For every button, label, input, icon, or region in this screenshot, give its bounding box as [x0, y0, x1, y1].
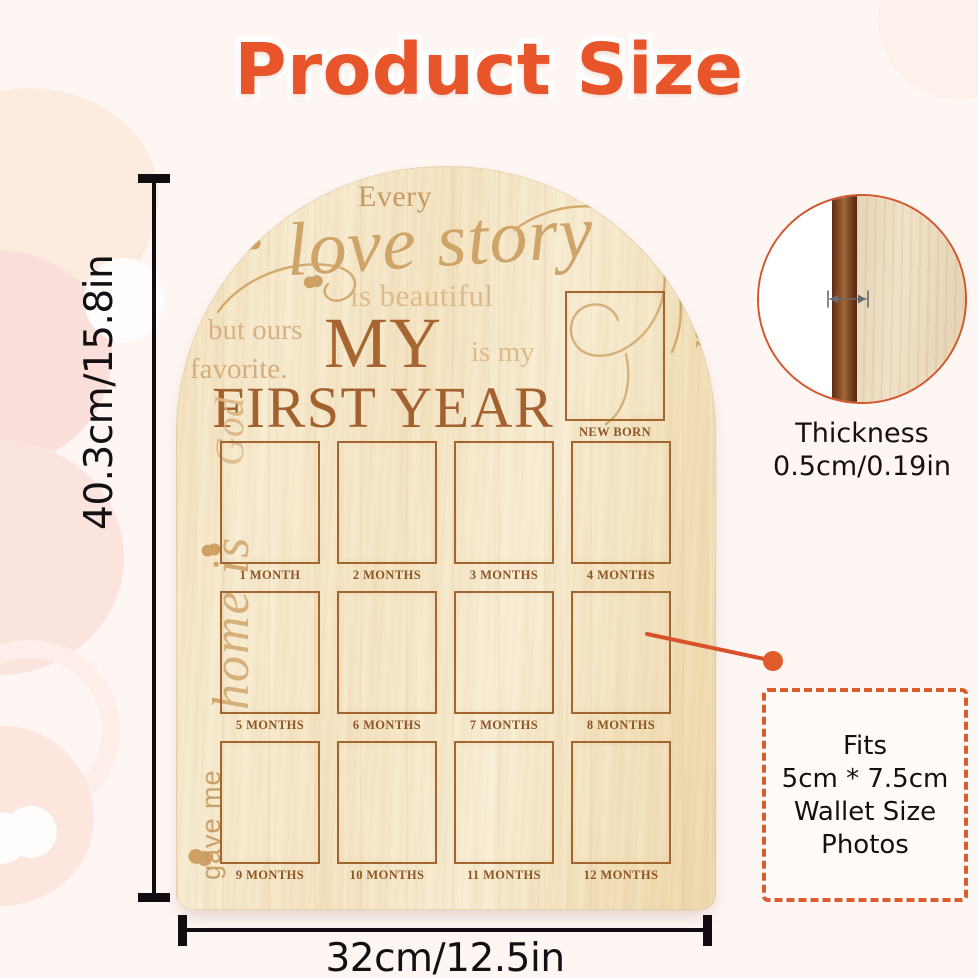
- photo-slot-label: 3 MONTHS: [469, 568, 539, 582]
- photo-slot-label: 2 MONTHS: [352, 568, 422, 582]
- thickness-caption-line-2: 0.5cm/0.19in: [773, 450, 951, 482]
- callout-background-left: [759, 196, 832, 402]
- photo-frame: [571, 741, 671, 864]
- photo-frame: [337, 441, 437, 564]
- photo-frame: [220, 591, 320, 714]
- photo-slot-label: 6 MONTHS: [352, 718, 422, 732]
- photo-slot-month[interactable]: 2 MONTHS: [337, 441, 437, 589]
- callout-leader-line: [645, 632, 783, 671]
- side-script-right: wherever with you: [685, 166, 716, 352]
- headline-my: MY: [324, 303, 443, 383]
- background-blob-white: [84, 258, 164, 342]
- height-dimension-line: [138, 174, 170, 902]
- photo-slot-grid: 1 MONTH 2 MONTHS 3 MONTHS 4 MONTHS 5 MON…: [220, 441, 672, 889]
- thickness-caption-line-1: Thickness: [795, 418, 929, 449]
- fits-note-line-2: 5cm * 7.5cm: [781, 763, 949, 794]
- photo-slot-month[interactable]: 10 MONTHS: [337, 741, 437, 889]
- photo-slot-label: 12 MONTHS: [583, 868, 659, 882]
- thickness-callout-circle: [757, 194, 967, 404]
- photo-frame: [337, 741, 437, 864]
- width-dimension-line: [178, 915, 712, 946]
- photo-slot-label: 9 MONTHS: [235, 868, 305, 882]
- board-face-surface: [857, 196, 965, 402]
- fits-note-line-3: Wallet Size: [793, 796, 937, 827]
- engraved-quote-line-6: is my: [471, 336, 535, 368]
- photo-frame: [220, 741, 320, 864]
- photo-slot-month[interactable]: 11 MONTHS: [454, 741, 554, 889]
- photo-slot-label: 11 MONTHS: [466, 868, 542, 882]
- photo-slot-label: 5 MONTHS: [235, 718, 305, 732]
- fits-note-line-4: Photos: [821, 829, 909, 860]
- photo-slot-month[interactable]: 9 MONTHS: [220, 741, 320, 889]
- thickness-measure-marker-icon: [827, 290, 869, 308]
- photo-slot-month[interactable]: 8 MONTHS: [571, 591, 671, 739]
- photo-slot-month[interactable]: 3 MONTHS: [454, 441, 554, 589]
- fits-photo-size-note: Fits 5cm * 7.5cm Wallet Size Photos: [762, 688, 968, 902]
- headline-first-year: FIRST YEAR: [212, 375, 555, 440]
- photo-slot-month[interactable]: 7 MONTHS: [454, 591, 554, 739]
- page-title-wrapper: Product Size: [0, 23, 978, 117]
- width-dimension-label: 32cm/12.5in: [325, 936, 565, 978]
- photo-slot-label: 4 MONTHS: [586, 568, 656, 582]
- thickness-caption: Thickness 0.5cm/0.19in: [735, 418, 978, 484]
- photo-slot-label: 8 MONTHS: [586, 718, 656, 732]
- photo-frame: [220, 441, 320, 564]
- photo-frame: [454, 441, 554, 564]
- height-dimension-label: 40.3cm/15.8in: [77, 254, 122, 530]
- photo-slot-label: NEW BORN: [578, 425, 652, 439]
- photo-frame: [571, 441, 671, 564]
- photo-slot-label: 7 MONTHS: [469, 718, 539, 732]
- photo-slot-newborn[interactable]: NEW BORN: [565, 291, 665, 440]
- photo-frame: [454, 591, 554, 714]
- photo-slot-month[interactable]: 5 MONTHS: [220, 591, 320, 739]
- photo-slot-month[interactable]: 4 MONTHS: [571, 441, 671, 589]
- engraved-quote-line-1: Every: [358, 180, 433, 213]
- wooden-milestone-board: Every love story is beautiful but ours f…: [176, 166, 716, 910]
- photo-slot-label: 10 MONTHS: [349, 868, 425, 882]
- engraved-quote-line-5: favorite.: [190, 353, 288, 385]
- engraved-quote-line-3: is beautiful: [350, 278, 494, 313]
- photo-slot-month[interactable]: 6 MONTHS: [337, 591, 437, 739]
- engraved-quote-line-4: but ours: [208, 314, 303, 346]
- photo-slot-label: 1 MONTH: [239, 568, 301, 582]
- fits-note-line-1: Fits: [842, 730, 888, 761]
- photo-frame: [571, 591, 671, 714]
- photo-frame: [454, 741, 554, 864]
- photo-frame: [337, 591, 437, 714]
- photo-frame: [565, 291, 665, 421]
- engraved-heart-icon: [239, 235, 263, 256]
- page-title: Product Size: [229, 23, 748, 117]
- photo-slot-month[interactable]: 1 MONTH: [220, 441, 320, 589]
- photo-slot-month[interactable]: 12 MONTHS: [571, 741, 671, 889]
